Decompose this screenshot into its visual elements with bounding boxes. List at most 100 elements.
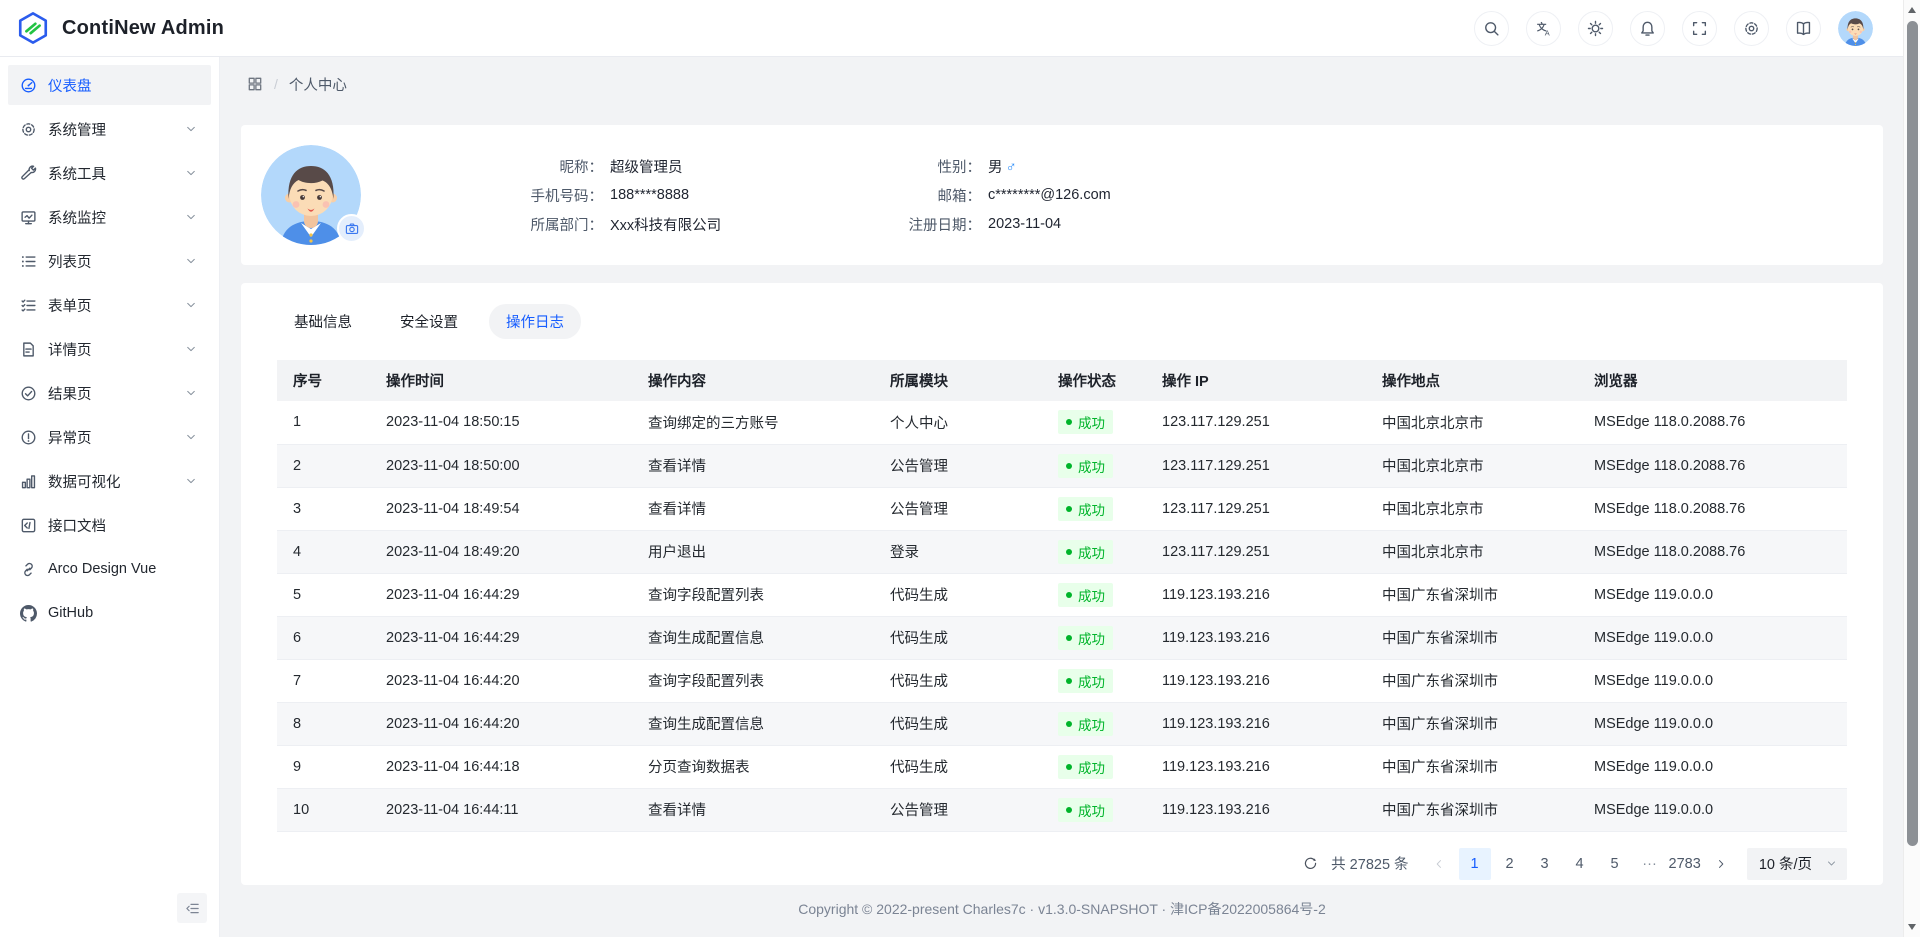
cell-content: 分页查询数据表 bbox=[632, 745, 874, 789]
sidebar-item-7[interactable]: 结果页 bbox=[8, 373, 211, 413]
table-row: 6 2023-11-04 16:44:29 查询生成配置信息 代码生成 成功 1… bbox=[277, 616, 1847, 660]
sidebar-item-8[interactable]: 异常页 bbox=[8, 417, 211, 457]
sidebar-item-12[interactable]: GitHub bbox=[8, 593, 211, 633]
sidebar-item-0[interactable]: 仪表盘 bbox=[8, 65, 211, 105]
refresh-icon bbox=[1303, 856, 1318, 871]
page-button-3[interactable]: 3 bbox=[1529, 848, 1561, 880]
page-button-2[interactable]: 2 bbox=[1494, 848, 1526, 880]
status-badge: 成功 bbox=[1058, 797, 1113, 822]
col-no: 序号 bbox=[277, 360, 370, 401]
user-avatar-button[interactable] bbox=[1838, 10, 1873, 46]
field-label: 手机号码： bbox=[530, 188, 604, 205]
chevron-down-icon bbox=[185, 387, 197, 399]
main-content: / 个人中心 昵称： 超级管理员 性别： 男 ♂ 手机号码： 188****888… bbox=[220, 57, 1903, 937]
cell-status: 成功 bbox=[1042, 444, 1146, 488]
cell-browser: MSEdge 118.0.2088.76 bbox=[1578, 487, 1847, 531]
tab-0[interactable]: 基础信息 bbox=[294, 315, 352, 331]
change-avatar-button[interactable] bbox=[337, 214, 366, 243]
bell-icon bbox=[1639, 20, 1656, 37]
sidebar-item-label: 结果页 bbox=[48, 386, 92, 403]
scrollbar-thumb[interactable] bbox=[1906, 21, 1918, 846]
sidebar-item-1[interactable]: 系统管理 bbox=[8, 109, 211, 149]
brand[interactable]: ContiNew Admin bbox=[16, 11, 224, 45]
cell-location: 中国北京北京市 bbox=[1366, 530, 1578, 574]
sidebar-item-label: 数据可视化 bbox=[48, 474, 121, 491]
svg-text:文: 文 bbox=[1536, 21, 1547, 33]
cell-module: 公告管理 bbox=[874, 487, 1042, 531]
status-badge: 成功 bbox=[1058, 496, 1113, 521]
sidebar-item-9[interactable]: 数据可视化 bbox=[8, 461, 211, 501]
check-circle-icon bbox=[20, 385, 37, 402]
profile-card: 昵称： 超级管理员 性别： 男 ♂ 手机号码： 188****8888 邮箱： c… bbox=[241, 125, 1883, 265]
next-page-button[interactable] bbox=[1709, 848, 1733, 880]
cell-module: 登录 bbox=[874, 530, 1042, 574]
profile-avatar-wrap bbox=[261, 145, 366, 245]
status-dot-icon bbox=[1066, 548, 1072, 555]
apps-grid-icon[interactable] bbox=[247, 76, 263, 92]
cell-browser: MSEdge 118.0.2088.76 bbox=[1578, 444, 1847, 488]
cell-time: 2023-11-04 16:44:11 bbox=[370, 788, 632, 832]
sidebar-item-5[interactable]: 表单页 bbox=[8, 285, 211, 325]
cell-location: 中国广东省深圳市 bbox=[1366, 616, 1578, 660]
sidebar-menu: 仪表盘 系统管理 系统工具 系统监控 列表页 表单页 详情页 结果页 异常页 数… bbox=[8, 65, 211, 633]
chevron-down-icon bbox=[185, 299, 197, 311]
cell-content: 查看详情 bbox=[632, 487, 874, 531]
status-dot-icon bbox=[1066, 763, 1072, 770]
page-button-4[interactable]: 4 bbox=[1564, 848, 1596, 880]
dashboard-icon bbox=[20, 77, 37, 94]
cell-no: 1 bbox=[277, 401, 370, 445]
search-icon bbox=[1483, 20, 1500, 37]
tab-1[interactable]: 安全设置 bbox=[400, 315, 458, 331]
sidebar-item-label: 异常页 bbox=[48, 430, 92, 447]
sidebar-item-3[interactable]: 系统监控 bbox=[8, 197, 211, 237]
sidebar-item-2[interactable]: 系统工具 bbox=[8, 153, 211, 193]
prev-page-button[interactable] bbox=[1427, 848, 1451, 880]
vertical-scrollbar[interactable] bbox=[1903, 0, 1920, 937]
camera-icon bbox=[345, 222, 359, 236]
department-value: Xxx科技有限公司 bbox=[610, 217, 722, 234]
cell-location: 中国北京北京市 bbox=[1366, 401, 1578, 445]
cell-time: 2023-11-04 16:44:29 bbox=[370, 573, 632, 617]
page-button-2783[interactable]: 2783 bbox=[1669, 848, 1701, 880]
sidebar-item-11[interactable]: Arco Design Vue bbox=[8, 549, 211, 589]
sidebar-item-label: 系统管理 bbox=[48, 122, 106, 139]
theme-button[interactable] bbox=[1578, 10, 1613, 46]
chevron-down-icon bbox=[185, 475, 197, 487]
page-button-5[interactable]: 5 bbox=[1599, 848, 1631, 880]
warning-circle-icon bbox=[20, 429, 37, 446]
docs-button[interactable] bbox=[1786, 10, 1821, 46]
page-button-1[interactable]: 1 bbox=[1458, 847, 1491, 880]
notifications-button[interactable] bbox=[1630, 10, 1665, 46]
cell-location: 中国北京北京市 bbox=[1366, 487, 1578, 531]
cell-browser: MSEdge 119.0.0.0 bbox=[1578, 745, 1847, 789]
sidebar-item-6[interactable]: 详情页 bbox=[8, 329, 211, 369]
scroll-down-arrow-icon[interactable] bbox=[1904, 919, 1920, 935]
breadcrumb-current: 个人中心 bbox=[288, 77, 347, 94]
chevron-down-icon bbox=[185, 343, 197, 355]
total-count: 共 27825 条 bbox=[1331, 857, 1409, 873]
phone-value: 188****8888 bbox=[610, 187, 690, 203]
cell-location: 中国广东省深圳市 bbox=[1366, 745, 1578, 789]
monitor-icon bbox=[20, 209, 37, 226]
page-size-select[interactable]: 10 条/页 bbox=[1746, 847, 1847, 880]
cell-time: 2023-11-04 18:49:54 bbox=[370, 487, 632, 531]
cell-status: 成功 bbox=[1042, 659, 1146, 703]
tab-2[interactable]: 操作日志 bbox=[489, 304, 581, 339]
pages-ellipsis[interactable]: ··· bbox=[1642, 855, 1657, 872]
refresh-button[interactable] bbox=[1297, 851, 1323, 877]
fullscreen-button[interactable] bbox=[1682, 10, 1717, 46]
search-button[interactable] bbox=[1474, 10, 1509, 46]
cell-no: 8 bbox=[277, 702, 370, 746]
scroll-up-arrow-icon[interactable] bbox=[1904, 2, 1920, 18]
cell-content: 用户退出 bbox=[632, 530, 874, 574]
cell-browser: MSEdge 119.0.0.0 bbox=[1578, 788, 1847, 832]
sidebar-item-4[interactable]: 列表页 bbox=[8, 241, 211, 281]
cell-ip: 123.117.129.251 bbox=[1146, 401, 1366, 445]
sidebar-collapse-button[interactable] bbox=[177, 893, 207, 923]
table-row: 9 2023-11-04 16:44:18 分页查询数据表 代码生成 成功 11… bbox=[277, 745, 1847, 789]
settings-button[interactable] bbox=[1734, 10, 1769, 46]
sidebar-item-10[interactable]: 接口文档 bbox=[8, 505, 211, 545]
menu-fold-icon bbox=[185, 901, 200, 916]
